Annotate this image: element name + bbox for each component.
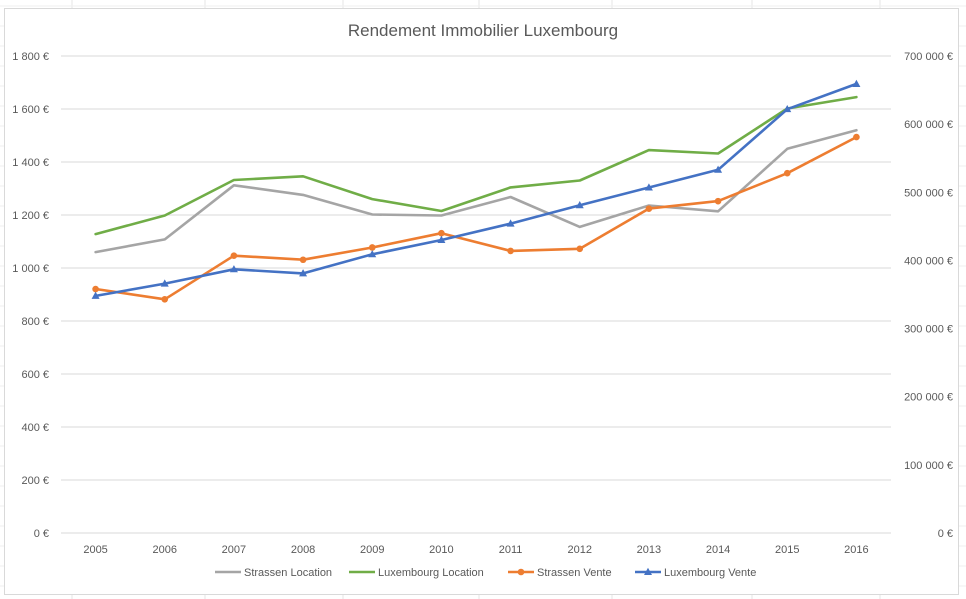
left-tick-label: 600 € [21, 369, 49, 381]
series-strassen-vente[interactable] [92, 133, 860, 303]
data-point[interactable] [576, 245, 584, 253]
chart-area[interactable]: Rendement Immobilier Luxembourg 0 € 200 €… [4, 8, 959, 595]
data-point[interactable] [91, 291, 100, 299]
legend-item[interactable]: Luxembourg Location [349, 567, 484, 579]
legend-marker [517, 568, 525, 576]
series-line[interactable] [94, 128, 858, 254]
legend[interactable]: Strassen Location Luxembourg Location Stra… [215, 567, 756, 579]
right-tick-label: 700 000 € [904, 51, 953, 63]
data-point[interactable] [645, 205, 653, 212]
left-tick-label: 1 000 € [12, 263, 49, 275]
data-point[interactable] [437, 235, 446, 243]
left-tick-label: 400 € [21, 422, 49, 434]
x-axis: 2005 2006 2007 2008 2009 2010 2011 2012 2013 2014… [83, 544, 868, 556]
right-tick-label: 0 € [938, 528, 953, 540]
x-tick-label: 2015 [775, 544, 799, 556]
right-axis: 0 € 100 000 € 200 000 € 300 000 € 400 000 € 5… [904, 51, 953, 540]
legend-marker [644, 567, 652, 575]
chart-title: Rendement Immobilier Luxembourg [348, 21, 618, 40]
right-tick-label: 200 000 € [904, 392, 953, 404]
series-line[interactable] [94, 95, 858, 236]
x-tick-label: 2009 [360, 544, 384, 556]
x-tick-label: 2011 [499, 544, 523, 556]
x-tick-label: 2007 [222, 544, 246, 556]
data-point[interactable] [438, 229, 445, 237]
data-point[interactable] [368, 250, 377, 258]
data-point[interactable] [852, 79, 861, 87]
series-group [91, 79, 861, 303]
data-point[interactable] [714, 165, 723, 173]
data-point[interactable] [229, 265, 238, 273]
data-point[interactable] [299, 269, 308, 277]
x-tick-label: 2013 [637, 544, 661, 556]
left-tick-label: 1 600 € [12, 104, 49, 116]
data-point[interactable] [853, 133, 860, 141]
series-line[interactable] [94, 82, 858, 298]
right-tick-label: 500 000 € [904, 187, 953, 199]
data-point[interactable] [299, 256, 307, 264]
legend-label: Luxembourg Vente [664, 567, 756, 579]
x-tick-label: 2010 [429, 544, 453, 556]
left-tick-label: 0 € [34, 528, 49, 540]
right-tick-label: 100 000 € [904, 460, 953, 472]
x-tick-label: 2008 [291, 544, 315, 556]
right-tick-label: 400 000 € [904, 255, 953, 267]
data-point[interactable] [507, 247, 514, 255]
series-luxembourg-vente[interactable] [91, 79, 861, 299]
legend-label: Strassen Location [244, 567, 332, 579]
data-point[interactable] [161, 295, 169, 303]
legend-item[interactable]: Strassen Location [215, 567, 332, 579]
right-tick-label: 300 000 € [904, 324, 953, 336]
data-point[interactable] [644, 183, 653, 191]
data-point[interactable] [783, 104, 792, 113]
left-axis: 0 € 200 € 400 € 600 € 800 € 1 000 € 1 200 € 1 4… [12, 51, 49, 540]
left-tick-label: 1 800 € [12, 51, 49, 63]
data-point[interactable] [575, 201, 584, 209]
x-tick-label: 2005 [83, 544, 107, 556]
chart-gridlines [61, 55, 891, 534]
data-point[interactable] [230, 252, 238, 259]
data-point[interactable] [160, 279, 169, 287]
left-tick-label: 1 400 € [12, 157, 49, 169]
series-line[interactable] [94, 135, 858, 301]
left-tick-label: 1 200 € [12, 210, 49, 222]
legend-item[interactable]: Strassen Vente [508, 567, 612, 579]
x-tick-label: 2012 [568, 544, 592, 556]
data-point[interactable] [714, 197, 722, 205]
line-chart: Rendement Immobilier Luxembourg 0 € 200 €… [12, 21, 953, 579]
x-tick-label: 2016 [844, 544, 868, 556]
x-tick-label: 2014 [706, 544, 730, 556]
legend-label: Strassen Vente [537, 567, 612, 579]
left-tick-label: 800 € [21, 316, 49, 328]
legend-item[interactable]: Luxembourg Vente [635, 567, 756, 579]
series-luxembourg-location[interactable] [94, 95, 858, 236]
data-point[interactable] [506, 219, 515, 227]
x-tick-label: 2006 [153, 544, 177, 556]
right-tick-label: 600 000 € [904, 119, 953, 131]
data-point[interactable] [783, 169, 791, 177]
series-strassen-location[interactable] [94, 128, 858, 254]
left-tick-label: 200 € [21, 475, 49, 487]
legend-label: Luxembourg Location [378, 567, 484, 579]
data-point[interactable] [92, 285, 99, 293]
data-point[interactable] [368, 244, 376, 251]
